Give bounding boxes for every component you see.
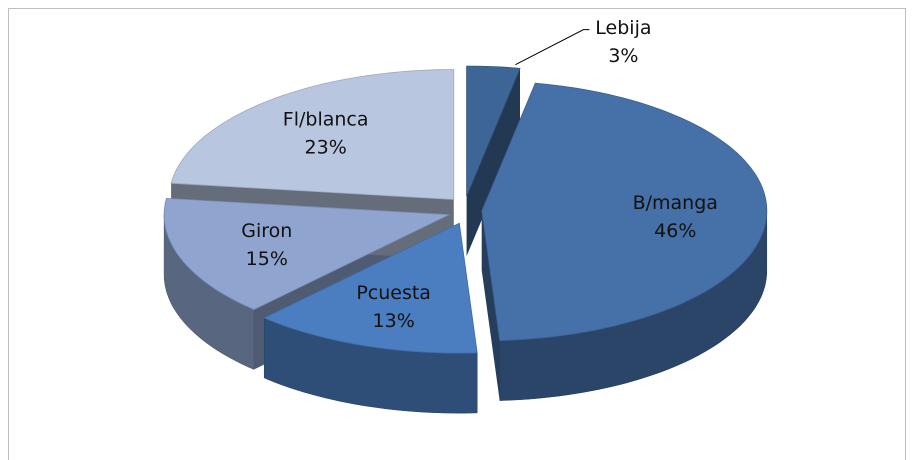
slice-label: B/manga [633,192,718,214]
slice-label: Fl/blanca [283,109,369,131]
slice [163,197,451,310]
slice-value-label: 23% [305,137,347,159]
slice [263,222,478,354]
slice-value-label: 3% [608,45,638,67]
slice-value-label: 46% [654,220,696,242]
leader-line [515,29,590,66]
slice-value-label: 15% [246,248,288,270]
slice [466,65,521,197]
slice-label: Giron [241,220,292,242]
slice-side [466,68,520,257]
slice-side [481,210,500,401]
slice [170,69,455,200]
slice-value-label: 13% [373,310,415,332]
slice [481,82,768,342]
slice-label: Lebija [595,17,651,39]
slice-label: Pcuesta [356,282,431,304]
